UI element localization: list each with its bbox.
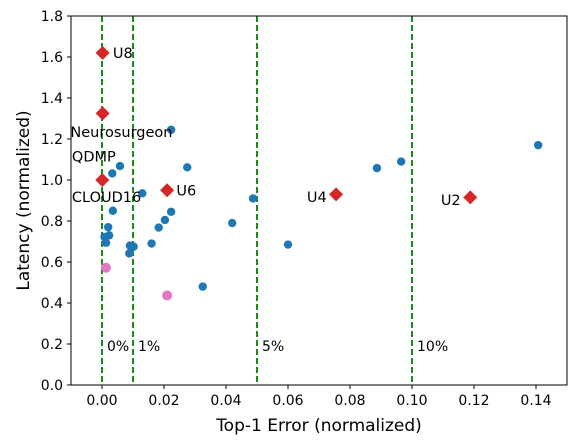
point-label: Neurosurgeon — [70, 125, 172, 141]
point-label: U2 — [441, 193, 461, 209]
x-tick-label: 0.14 — [520, 393, 551, 409]
scatter-point — [108, 169, 117, 178]
scatter-point — [228, 218, 237, 228]
x-tick-label: 0.08 — [334, 393, 365, 409]
point-label: U8 — [113, 46, 133, 62]
x-tick-label: 0.00 — [86, 393, 117, 409]
diamond-point — [95, 106, 110, 121]
x-tick-label: 0.06 — [272, 393, 303, 409]
reference-line-label: 5% — [262, 339, 284, 355]
scatter-point — [162, 290, 173, 301]
y-tick-label: 1.4 — [41, 91, 63, 107]
scatter-point — [160, 215, 170, 225]
reference-line-label: 10% — [417, 339, 448, 355]
data-points — [95, 45, 543, 301]
x-axis: 0.00 0.02 0.04 0.06 0.08 0.10 0.12 0.14 — [86, 385, 552, 409]
point-label: U6 — [176, 183, 196, 199]
y-tick-label: 1.2 — [41, 132, 63, 148]
scatter-point — [129, 242, 138, 251]
scatter-point — [198, 282, 207, 291]
scatter-point — [138, 189, 147, 198]
scatter-point — [101, 238, 111, 247]
scatter-point — [101, 262, 112, 273]
y-tick-label: 0.8 — [41, 214, 63, 230]
scatter-point — [283, 240, 293, 249]
scatter-point — [108, 206, 118, 215]
diamond-point — [160, 183, 175, 198]
scatter-point — [147, 239, 156, 248]
y-tick-label: 0.0 — [41, 378, 63, 394]
scatter-point — [183, 163, 192, 172]
diamond-point — [95, 173, 110, 187]
diamond-point — [463, 190, 478, 205]
scatter-point — [115, 161, 125, 171]
x-tick-label: 0.10 — [396, 393, 427, 409]
y-axis: 0.0 0.2 0.4 0.6 0.8 1.0 1.2 1.4 1.6 1.8 — [41, 9, 71, 394]
y-tick-label: 0.6 — [41, 255, 63, 271]
x-axis-title: Top-1 Error (normalized) — [215, 416, 422, 436]
scatter-point — [396, 157, 406, 166]
y-tick-label: 1.0 — [41, 173, 63, 189]
scatter-point — [372, 163, 382, 173]
reference-line-label: 1% — [138, 339, 160, 355]
scatter-point — [248, 194, 258, 203]
point-label: QDMP — [72, 149, 116, 165]
point-label: U4 — [307, 190, 327, 206]
y-tick-label: 0.2 — [41, 337, 63, 353]
reference-lines: 0% 1% 5% 10% — [101, 16, 448, 385]
scatter-point — [166, 125, 176, 134]
reference-line-label: 0% — [107, 339, 129, 355]
y-tick-label: 1.8 — [41, 9, 63, 25]
y-tick-label: 0.4 — [41, 296, 63, 312]
point-annotations: U8 Neurosurgeon QDMP CLOUD16 U6 U4 U2 — [70, 46, 460, 209]
plot-frame — [70, 15, 568, 386]
x-tick-label: 0.02 — [148, 393, 179, 409]
y-tick-label: 1.6 — [41, 50, 63, 66]
scatter-point — [166, 207, 176, 216]
y-axis-title: Latency (normalized) — [14, 110, 34, 290]
point-label: CLOUD16 — [72, 190, 141, 206]
diamond-point — [95, 45, 110, 60]
x-tick-label: 0.12 — [458, 393, 489, 409]
diamond-point — [329, 187, 344, 202]
scatter-point — [104, 222, 113, 232]
scatter-point — [125, 249, 134, 258]
scatter-point — [154, 223, 163, 232]
scatter-point — [533, 140, 543, 150]
x-tick-label: 0.04 — [210, 393, 241, 409]
